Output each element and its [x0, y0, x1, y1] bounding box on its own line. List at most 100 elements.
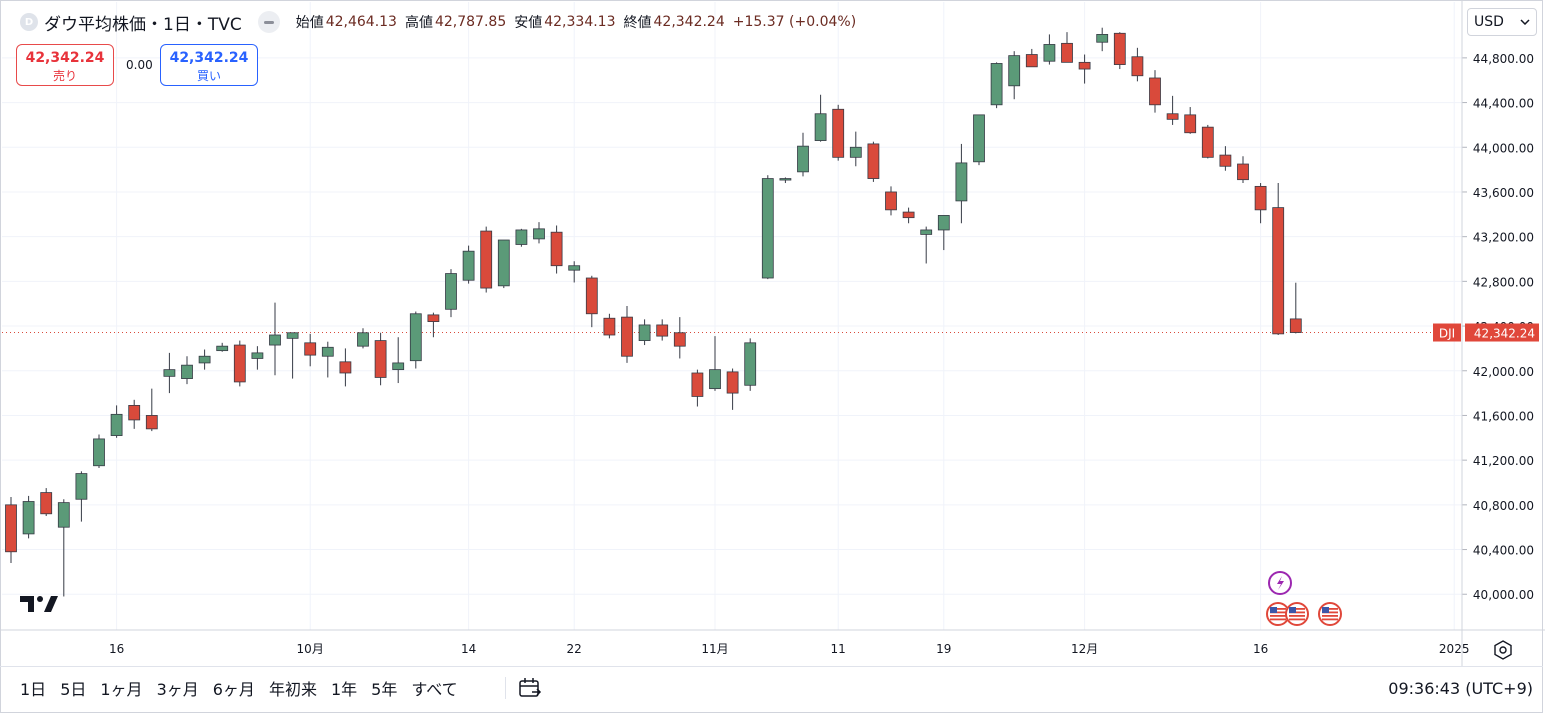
open-label: 始値: [295, 15, 324, 31]
settings-icon[interactable]: [1493, 640, 1513, 660]
hide-legend-icon[interactable]: [257, 11, 280, 33]
symbol-title[interactable]: ダウ平均株価・1日・TVC: [44, 14, 242, 35]
tradingview-logo-icon[interactable]: [20, 594, 58, 620]
candle-body: [973, 114, 985, 163]
range-button-3[interactable]: 3ヶ月: [156, 680, 199, 699]
chart-legend: D ダウ平均株価・1日・TVC 始値 42,464.13 高値 42,787.8…: [20, 10, 856, 35]
candle-body: [128, 404, 141, 421]
candle-body: [849, 146, 862, 158]
range-button-8[interactable]: すべて: [411, 680, 458, 699]
range-button-1[interactable]: 5日: [60, 680, 87, 699]
x-tick-label: 16: [109, 642, 124, 656]
range-button-7[interactable]: 5年: [371, 680, 398, 699]
candle-body: [339, 361, 352, 374]
candle-body: [1184, 114, 1197, 134]
low-value: 42,334.13: [544, 14, 616, 30]
buy-label: 買い: [196, 69, 221, 83]
sell-label: 売り: [52, 69, 77, 83]
x-tick-label: 22: [567, 642, 582, 656]
candle-body: [1237, 163, 1249, 181]
candle-body: [462, 250, 475, 281]
x-tick-label: 11: [831, 642, 846, 656]
open-value: 42,464.13: [325, 14, 397, 30]
toolbar-divider: [505, 677, 506, 699]
candle-body: [867, 143, 880, 179]
candle-body: [761, 178, 774, 279]
calendar-icon[interactable]: [518, 677, 542, 699]
y-tick-label: 44,400.00: [1473, 97, 1534, 111]
lightning-glyph: [1277, 576, 1284, 590]
sell-button[interactable]: 42,342.24 売り: [16, 44, 114, 86]
y-tick-label: 42,000.00: [1473, 365, 1534, 379]
symbol-icon: D: [20, 13, 38, 31]
candle-body: [902, 211, 915, 219]
candle-body: [1096, 34, 1109, 43]
candle-body: [22, 501, 35, 535]
x-tick-label: 19: [936, 642, 951, 656]
candle-body: [216, 345, 229, 352]
x-tick-label: 14: [461, 642, 476, 656]
candle-body: [57, 502, 70, 528]
x-tick-label: 16: [1253, 642, 1268, 656]
candle-body: [269, 334, 281, 346]
us-flag-event-icon[interactable]: [1285, 602, 1309, 626]
range-button-6[interactable]: 1年: [330, 680, 358, 699]
x-tick-label: 10月: [297, 642, 324, 656]
candle-body: [1113, 32, 1126, 65]
candle-body: [374, 340, 387, 378]
range-button-5[interactable]: 年初来: [268, 680, 317, 699]
candle-body: [955, 162, 968, 202]
us-flag-event-icon[interactable]: [1266, 602, 1290, 626]
candle-body: [304, 342, 317, 356]
high-label: 高値: [404, 15, 433, 31]
range-button-0[interactable]: 1日: [20, 680, 47, 699]
range-button-2[interactable]: 1ヶ月: [100, 680, 143, 699]
high-value: 42,787.85: [434, 14, 507, 30]
candle-body: [515, 229, 528, 245]
candle-body: [5, 504, 17, 553]
candle-body: [198, 355, 211, 364]
candle-body: [1149, 77, 1161, 106]
candle-body: [409, 313, 422, 362]
y-tick-label: 44,800.00: [1473, 52, 1534, 66]
y-tick-label: 44,000.00: [1473, 141, 1534, 155]
candle-body: [814, 113, 827, 141]
candle-body: [709, 369, 721, 390]
y-tick-label: 43,200.00: [1473, 231, 1534, 245]
candle-body: [40, 492, 53, 515]
candle-body: [832, 108, 845, 158]
y-tick-label: 41,600.00: [1473, 409, 1534, 423]
candle-body: [93, 438, 105, 467]
bottom-toolbar: [0, 666, 1543, 713]
candle-body: [75, 473, 88, 500]
candle-body: [357, 332, 369, 347]
price-tag-value: 42,342.24: [1474, 327, 1535, 341]
candle-body: [1078, 61, 1091, 70]
y-tick-label: 42,800.00: [1473, 275, 1534, 289]
candle-body: [1131, 56, 1144, 77]
candle-body: [1043, 44, 1056, 62]
candle-body: [392, 362, 405, 371]
currency-select[interactable]: USD: [1467, 8, 1537, 36]
candle-body: [1025, 54, 1038, 68]
candle-body: [445, 273, 457, 310]
range-button-4[interactable]: 6ヶ月: [212, 680, 255, 699]
us-flag-event-icon[interactable]: [1318, 602, 1342, 626]
candle-body: [691, 372, 704, 397]
x-tick-label: 11月: [701, 642, 728, 656]
candle-body: [744, 342, 757, 386]
candle-body: [233, 344, 246, 383]
candle-body: [1008, 55, 1021, 87]
candle-body: [1254, 185, 1267, 211]
candle-body: [673, 332, 686, 347]
x-tick-label: 12月: [1071, 642, 1098, 656]
candle-body: [603, 317, 616, 336]
candle-body: [726, 371, 739, 394]
candle-body: [1061, 42, 1073, 63]
low-label: 安値: [514, 15, 543, 31]
candle-body: [585, 277, 598, 315]
clock-timezone[interactable]: 09:36:43 (UTC+9): [1388, 679, 1533, 698]
buy-button[interactable]: 42,342.24 買い: [160, 44, 258, 86]
